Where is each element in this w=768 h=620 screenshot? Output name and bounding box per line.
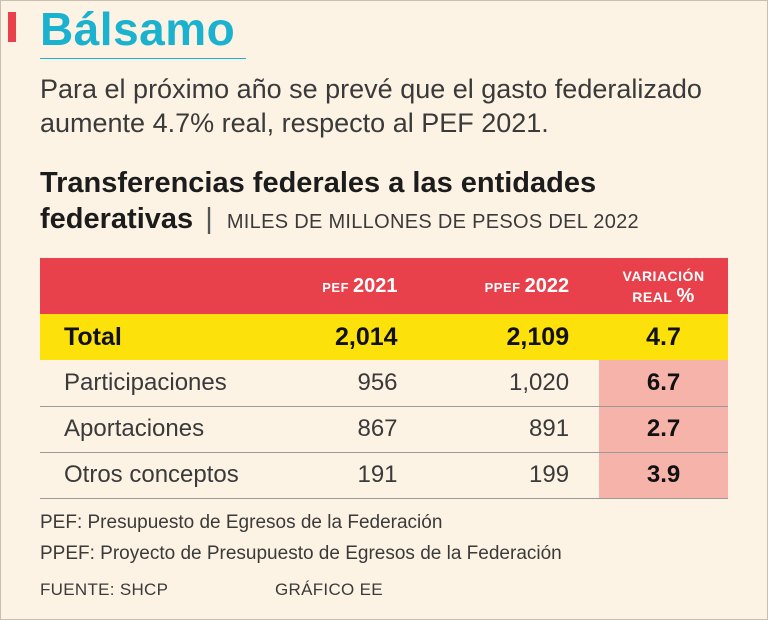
table-title: Transferencias federales a las entidades… xyxy=(40,165,740,240)
header-blank xyxy=(40,258,273,314)
credit-label: GRÁFICO EE xyxy=(275,580,383,599)
units-label: MILES DE MILLONES DE PESOS DEL 2022 xyxy=(226,211,639,233)
header-variacion-pct: % xyxy=(676,284,695,307)
note-pef: PEF: Presupuesto de Egresos de la Federa… xyxy=(40,512,443,533)
cell-ppef-2022: 891 xyxy=(407,406,600,453)
table-row: Otros conceptos 191 199 3.9 xyxy=(40,452,728,499)
cell-ppef-2022: 1,020 xyxy=(407,360,600,407)
header-ppef-prefix: PPEF xyxy=(484,279,521,295)
row-label: Otros conceptos xyxy=(40,452,273,499)
cell-pef-2021: 867 xyxy=(272,406,408,453)
cell-pef-2021: 956 xyxy=(272,360,408,407)
cell-ppef-2022: 2,109 xyxy=(506,322,570,351)
cell-pef-2021: 2,014 xyxy=(334,322,398,351)
note-ppef: PPEF: Proyecto de Presupuesto de Egresos… xyxy=(40,543,562,564)
title-separator: | xyxy=(205,203,213,235)
accent-bar xyxy=(8,12,16,42)
header-variacion: VARIACIÓN REAL % xyxy=(599,258,728,314)
table-row: Participaciones 956 1,020 6.7 xyxy=(40,360,728,407)
cell-variacion: 3.9 xyxy=(599,452,728,499)
cell-variacion: 4.7 xyxy=(646,322,681,351)
header-variacion-real: REAL xyxy=(632,288,673,305)
cell-pef-2021: 191 xyxy=(272,452,408,499)
row-label: Participaciones xyxy=(40,360,273,407)
row-label: Aportaciones xyxy=(40,406,273,453)
header-pef-year: 2021 xyxy=(353,274,398,297)
table-row: Aportaciones 867 891 2.7 xyxy=(40,406,728,453)
title-underline xyxy=(40,58,246,59)
table-header-row: PEF 2021 PPEF 2022 VARIACIÓN REAL % xyxy=(40,258,728,314)
cell-variacion: 6.7 xyxy=(599,360,728,407)
data-table: PEF 2021 PPEF 2022 VARIACIÓN REAL % Total … xyxy=(40,258,728,499)
header-ppef-2022: PPEF 2022 xyxy=(408,258,600,314)
header-pef-2021: PEF 2021 xyxy=(273,258,408,314)
cell-ppef-2022: 199 xyxy=(407,452,600,499)
header-variacion-line1: VARIACIÓN xyxy=(622,267,705,284)
intro-text: Para el próximo año se prevé que el gast… xyxy=(40,74,702,138)
header-ppef-year: 2022 xyxy=(524,274,570,297)
source-label: FUENTE: SHCP xyxy=(40,580,169,599)
cell-variacion: 2.7 xyxy=(599,406,728,453)
row-label: Total xyxy=(64,322,122,351)
page-title: Bálsamo xyxy=(40,3,236,55)
header-variacion-line2: REAL % xyxy=(599,286,728,307)
table-title-text: Transferencias federales a las entidades… xyxy=(40,167,597,235)
header-pef-prefix: PEF xyxy=(322,279,350,295)
table-row-total: Total 2,014 2,109 4.7 xyxy=(40,314,728,360)
